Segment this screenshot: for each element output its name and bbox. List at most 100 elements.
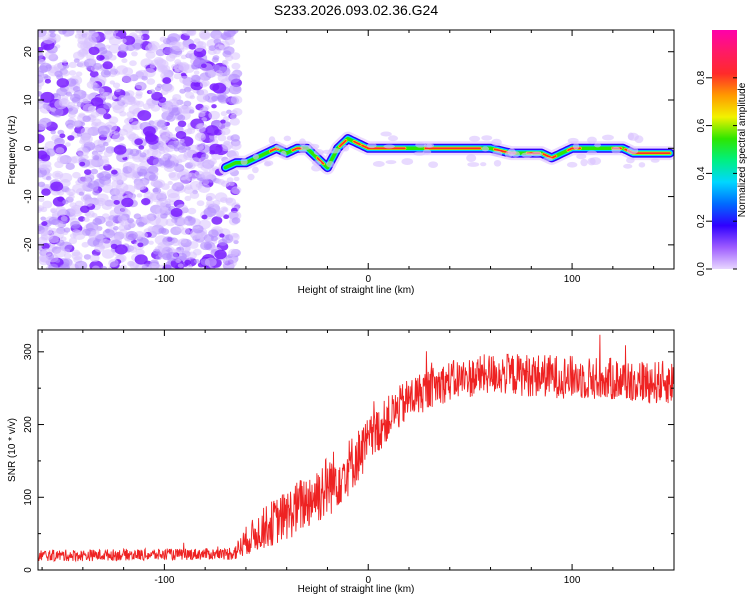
noise-blob [70, 220, 81, 229]
noise-blob [108, 259, 119, 268]
noise-blob [51, 218, 60, 226]
noise-blob [191, 74, 201, 83]
noise-blob [225, 197, 237, 206]
colorbar-ticks: 0.0 0.2 0.4 0.6 0.8 [696, 70, 737, 276]
noise-blob [67, 135, 75, 141]
noise-blob [158, 143, 169, 151]
noise-blob [222, 116, 230, 122]
noise-blob [92, 155, 100, 161]
ridge-side-blob [247, 173, 255, 181]
noise-blob [184, 259, 192, 266]
noise-blob [134, 138, 143, 146]
ridge-side-blob [589, 157, 602, 165]
ridge-peak-core [316, 156, 325, 165]
noise-blob [139, 152, 147, 158]
noise-blob [175, 182, 183, 187]
noise-blob [177, 114, 186, 121]
noise-blob [118, 224, 127, 232]
colorbar-tick-label: 0.8 [696, 70, 707, 84]
noise-blob [88, 46, 100, 56]
noise-blob [143, 191, 154, 200]
ridge-peak-core [338, 139, 347, 148]
noise-blob [118, 95, 127, 102]
noise-blob [119, 111, 127, 117]
noise-blob [38, 205, 45, 212]
noise-blob [199, 89, 209, 96]
noise-blob [79, 161, 86, 167]
ridge-side-blob [531, 151, 543, 157]
ridge-side-blob [380, 131, 392, 137]
noise-blob [189, 191, 200, 199]
noise-blob [67, 124, 75, 130]
colorbar-tick-label: 0.2 [696, 214, 707, 228]
noise-blob [76, 101, 85, 108]
noise-blob [223, 121, 231, 127]
ridge-side-blob [602, 134, 614, 141]
noise-blob [174, 68, 180, 74]
noise-blob [40, 229, 49, 237]
noise-blob [38, 254, 49, 263]
noise-blob [217, 95, 227, 103]
noise-blob [147, 103, 156, 109]
noise-blob [211, 64, 221, 72]
noise-blob [177, 146, 187, 153]
noise-blob [48, 263, 59, 269]
noise-blob [111, 179, 123, 189]
ridge-side-blob [542, 157, 553, 162]
noise-blob [58, 30, 67, 35]
noise-blob [201, 170, 211, 178]
noise-blob [102, 141, 109, 147]
ridge-side-blob [566, 161, 578, 168]
noise-blob [103, 113, 112, 120]
noise-blob [40, 216, 46, 221]
noise-blob [90, 97, 104, 107]
spectrogram-y-label: Frequency (Hz) [7, 116, 18, 185]
snr-y-tick-label: 0 [23, 567, 34, 573]
noise-blob [168, 112, 175, 117]
noise-blob [63, 227, 71, 233]
ridge-side-blob [311, 160, 322, 166]
noise-blob [183, 100, 192, 107]
noise-blob [38, 197, 45, 203]
noise-blob [42, 200, 53, 209]
snr-y-label: SNR (10 * v/v) [7, 418, 18, 482]
noise-blob [203, 207, 217, 218]
noise-blob [74, 260, 88, 269]
noise-blob [175, 225, 185, 232]
noise-blob [137, 242, 144, 248]
ridge-peak-core [542, 153, 557, 159]
noise-blob [95, 226, 103, 232]
noise-blob [151, 150, 162, 158]
spectrogram-y-tick-label: -20 [23, 237, 34, 252]
noise-blob [215, 70, 223, 77]
noise-blob [126, 44, 136, 52]
spectrogram-y-tick-label: 10 [23, 94, 34, 106]
ridge-side-blob [481, 146, 490, 152]
noise-blob [38, 74, 44, 84]
noise-blob [61, 70, 70, 77]
noise-blob [189, 180, 203, 191]
noise-blob [57, 196, 65, 202]
noise-blob [187, 207, 197, 215]
noise-blob [230, 141, 242, 151]
noise-blob [74, 33, 82, 39]
noise-blob [230, 95, 243, 105]
noise-blob [90, 168, 99, 175]
ridge-side-blob [469, 135, 481, 142]
noise-blob [179, 88, 186, 94]
noise-blob [38, 51, 44, 60]
ridge-side-blob [587, 136, 597, 144]
ridge-side-blob [220, 180, 231, 187]
noise-blob [114, 87, 121, 93]
noise-blob [89, 254, 100, 263]
noise-blob [190, 80, 203, 91]
noise-blob [84, 169, 92, 175]
noise-blob [143, 68, 156, 78]
ridge-side-blob [313, 149, 324, 156]
ridge-side-blob [650, 158, 660, 163]
noise-blob [209, 143, 223, 155]
noise-blob [155, 48, 166, 57]
noise-blob [79, 176, 92, 186]
noise-blob [166, 114, 176, 122]
noise-blob [214, 249, 227, 260]
